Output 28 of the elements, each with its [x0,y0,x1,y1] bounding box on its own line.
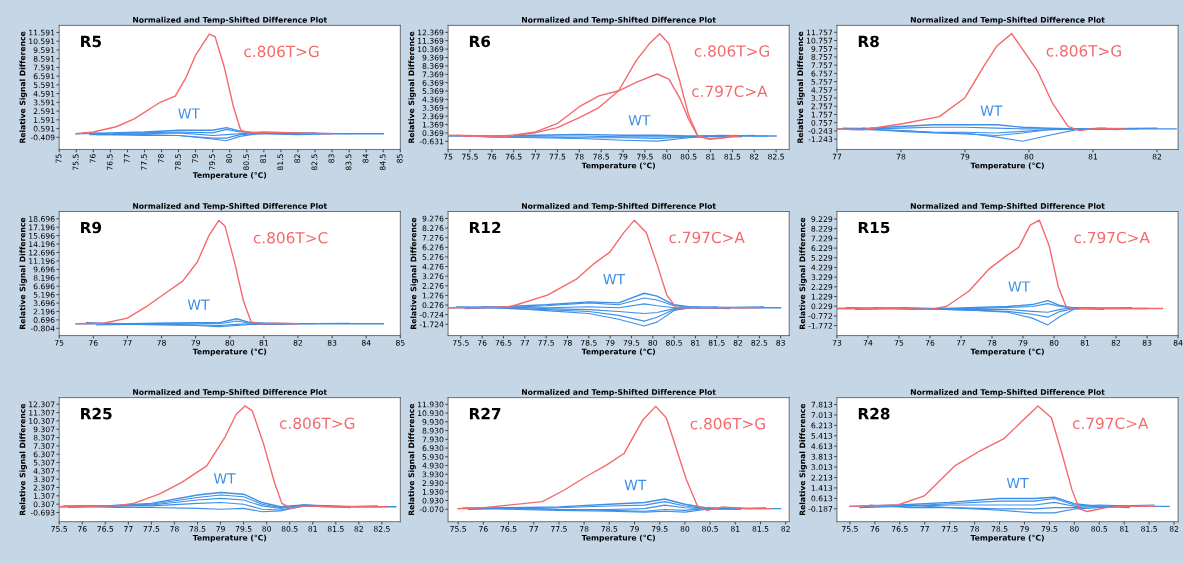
series-label: c.797C>A [669,231,745,244]
series-label: WT [624,479,647,490]
series-label: c.797C>A [1072,417,1149,430]
annotation: R25 [81,407,112,420]
series-label: c.797C>A [692,85,768,98]
series-label: c.806T>G [690,417,765,430]
series-label: WT [213,473,236,484]
annotation: R5 [81,35,101,48]
series-label: WT [1006,477,1029,489]
series-label: WT [178,108,200,119]
series-label: c.806T>G [694,45,769,57]
series-label: WT [1008,281,1031,292]
series-label: c.806T>G [244,45,319,58]
series-label: WT [187,299,210,310]
series-label: c.806T>G [1046,45,1121,57]
annotation: R9 [81,221,102,234]
annotation: R6 [469,35,491,48]
annotation: R27 [469,407,501,420]
annotation: R15 [858,221,890,234]
annotation: R12 [469,221,501,234]
annotation: R8 [858,35,879,48]
series-label: WT [628,115,651,126]
series-label: c.797C>A [1074,231,1150,244]
annotation: R28 [858,407,890,420]
series-label: c.806T>C [253,231,328,244]
series-label: WT [980,105,1003,116]
series-label: WT [603,274,626,285]
series-label: c.806T>G [279,417,355,429]
